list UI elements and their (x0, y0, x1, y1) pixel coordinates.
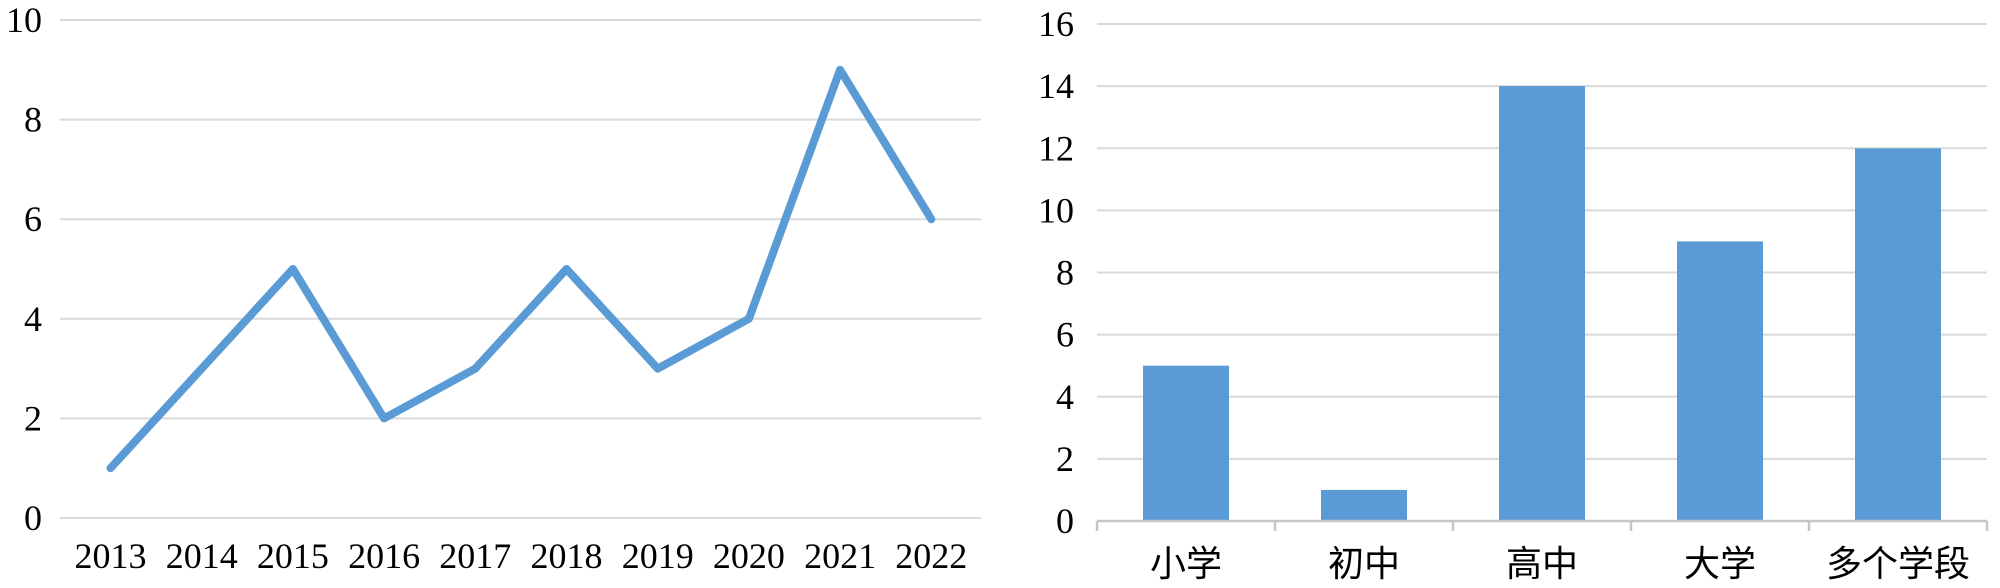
x-tick-label: 高中 (1506, 544, 1578, 584)
bar (1677, 241, 1763, 521)
y-tick-label: 12 (1038, 128, 1074, 168)
x-tick-label: 2013 (75, 536, 147, 576)
x-tick-label: 2020 (713, 536, 785, 576)
x-tick-label: 2021 (804, 536, 876, 576)
y-tick-label: 4 (1056, 377, 1074, 417)
line-chart: 0 2 4 6 8 10 2013 2014 2015 2016 2017 2018 2019 2020 2… (6, 0, 981, 576)
y-tick-label: 8 (1056, 253, 1074, 293)
y-tick-label: 6 (1056, 315, 1074, 355)
x-tick-label: 2015 (257, 536, 329, 576)
y-tick-label: 16 (1038, 4, 1074, 44)
x-tick-label: 2022 (895, 536, 967, 576)
y-tick-label: 10 (6, 0, 42, 40)
y-tick-label: 8 (24, 100, 42, 140)
x-tick-label: 初中 (1328, 544, 1400, 584)
x-tick-label: 2018 (531, 536, 603, 576)
y-tick-label: 0 (1056, 501, 1074, 541)
x-tick-label: 大学 (1684, 544, 1756, 584)
y-tick-label: 2 (1056, 439, 1074, 479)
bar-chart: 0 2 4 6 8 10 12 14 16 小学 初中 高中 大学 多个学段 (1038, 4, 1989, 584)
y-tick-label: 2 (24, 398, 42, 438)
y-tick-label: 0 (24, 498, 42, 538)
bar-chart-figure: 0 2 4 6 8 10 12 14 16 小学 初中 高中 大学 多个学段 (1000, 0, 2000, 588)
bar (1855, 148, 1941, 522)
y-tick-label: 14 (1038, 66, 1074, 106)
x-tick-label: 2014 (166, 536, 238, 576)
line-chart-figure: 0 2 4 6 8 10 2013 2014 2015 2016 2017 2018 2019 2020 2… (6, 0, 981, 576)
data-line (106, 65, 936, 473)
x-tick-label: 小学 (1150, 544, 1222, 584)
y-tick-label: 10 (1038, 190, 1074, 230)
y-tick-label: 6 (24, 199, 42, 239)
bar (1143, 365, 1229, 521)
x-tick-label: 多个学段 (1826, 544, 1970, 584)
x-tick-label: 2016 (348, 536, 420, 576)
x-tick-label: 2019 (622, 536, 694, 576)
bar (1499, 86, 1585, 521)
x-tick-label: 2017 (439, 536, 511, 576)
bar (1321, 489, 1407, 521)
y-tick-label: 4 (24, 299, 42, 339)
